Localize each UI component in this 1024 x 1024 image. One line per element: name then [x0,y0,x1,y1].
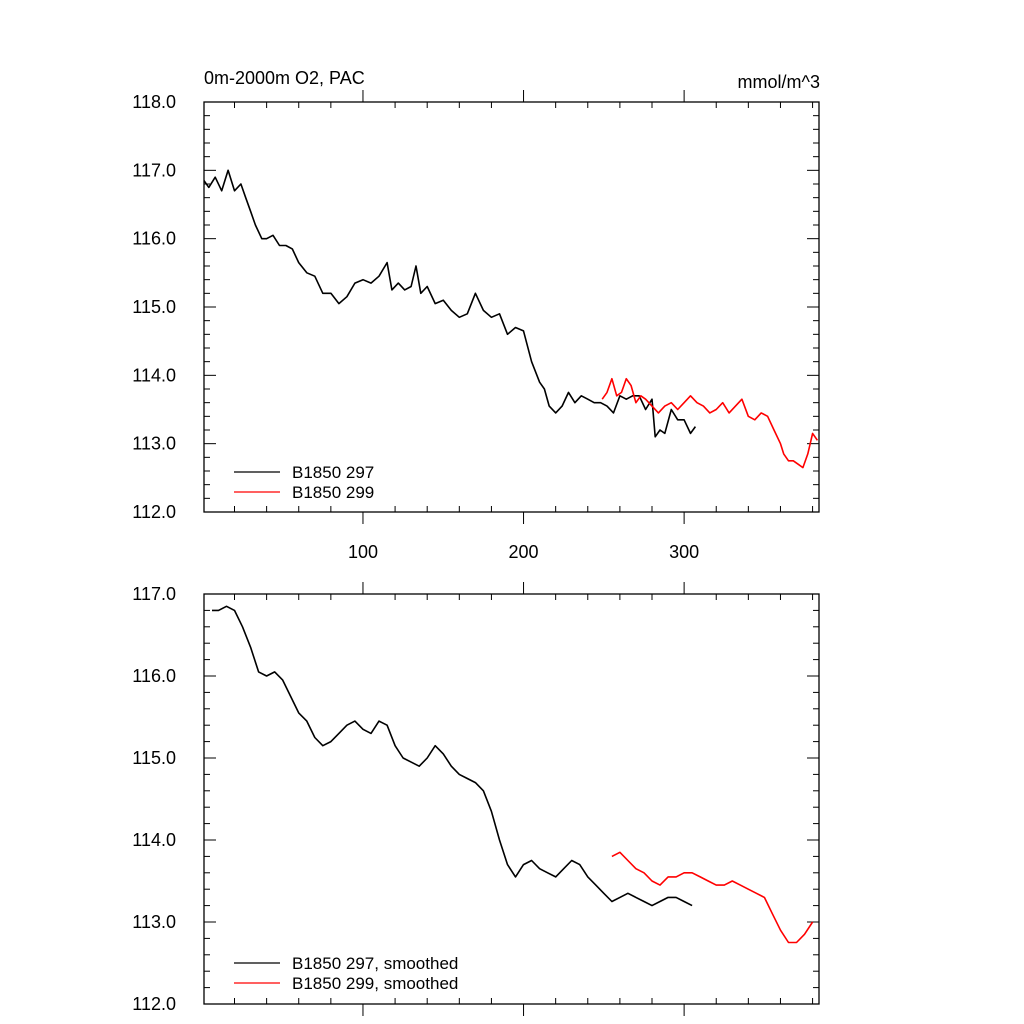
top-xtick-label: 300 [669,542,699,562]
top-ytick-label: 115.0 [132,297,176,317]
bottom-ytick-label: 116.0 [132,666,176,686]
top-series-line-2 [601,377,819,469]
bottom-ytick-label: 113.0 [132,912,176,932]
top-title-left: 0m-2000m O2, PAC [204,68,365,88]
bottom-legend: B1850 297, smoothed B1850 299, smoothed [234,954,458,993]
bottom-plot-frame [203,593,820,1005]
top-ytick-label: 118.0 [132,92,176,112]
bottom-axis-ticks: 112.0 113.0 114.0 115.0 116.0 117.0 [132,582,819,1016]
top-xtick-label: 100 [348,542,378,562]
top-title-right: mmol/m^3 [738,72,820,92]
bottom-series [212,605,814,944]
top-series-line-1 [203,169,697,438]
top-ytick-label: 112.0 [132,502,176,522]
top-ytick-label: 113.0 [132,434,176,454]
top-axis-ticks: 112.0 113.0 114.0 115.0 116.0 117.0 118.0 100 20… [132,90,819,562]
top-ytick-label: 117.0 [132,160,176,180]
top-panel: 0m-2000m O2, PAC mmol/m^3 112.0 113.0 114.… [132,68,820,562]
bottom-series-line-1 [212,605,693,907]
bottom-legend-label-2: B1850 299, smoothed [292,974,458,993]
top-legend-label-2: B1850 299 [292,483,374,502]
bottom-ytick-label: 112.0 [132,994,176,1014]
top-plot-frame [203,101,820,513]
top-series [203,169,819,469]
bottom-panel: 112.0 113.0 114.0 115.0 116.0 117.0 B1850 297… [132,582,820,1016]
bottom-ytick-label: 117.0 [132,584,176,604]
bottom-legend-label-1: B1850 297, smoothed [292,954,458,973]
top-legend-label-1: B1850 297 [292,463,374,482]
bottom-ytick-label: 115.0 [132,748,176,768]
top-ytick-label: 114.0 [132,365,176,385]
bottom-series-line-2 [611,851,814,944]
top-ytick-label: 116.0 [132,229,176,249]
top-xtick-label: 200 [509,542,539,562]
top-legend: B1850 297 B1850 299 [234,463,374,502]
bottom-ytick-label: 114.0 [132,830,176,850]
